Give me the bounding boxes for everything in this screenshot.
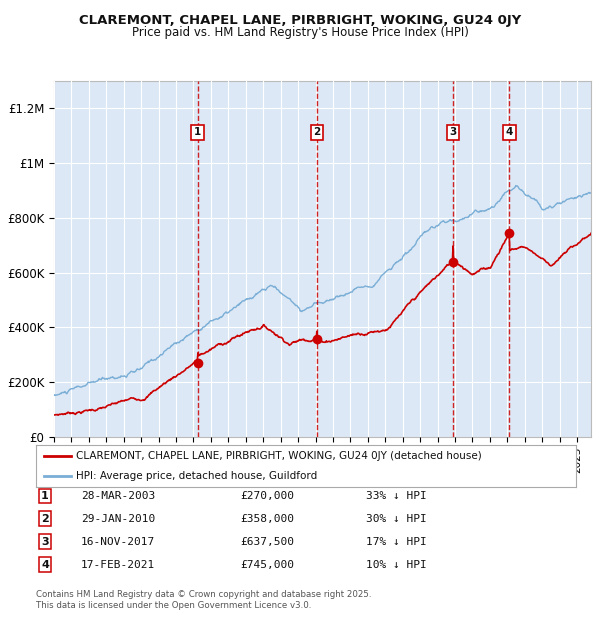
Text: Contains HM Land Registry data © Crown copyright and database right 2025.
This d: Contains HM Land Registry data © Crown c…	[36, 590, 371, 609]
Text: 2: 2	[41, 514, 49, 524]
Text: £637,500: £637,500	[240, 537, 294, 547]
Text: HPI: Average price, detached house, Guildford: HPI: Average price, detached house, Guil…	[77, 471, 318, 481]
Text: Price paid vs. HM Land Registry's House Price Index (HPI): Price paid vs. HM Land Registry's House …	[131, 26, 469, 39]
Text: £270,000: £270,000	[240, 491, 294, 501]
Text: CLAREMONT, CHAPEL LANE, PIRBRIGHT, WOKING, GU24 0JY: CLAREMONT, CHAPEL LANE, PIRBRIGHT, WOKIN…	[79, 14, 521, 27]
Text: 4: 4	[41, 560, 49, 570]
Text: 1: 1	[194, 127, 201, 137]
Text: 3: 3	[41, 537, 49, 547]
Text: CLAREMONT, CHAPEL LANE, PIRBRIGHT, WOKING, GU24 0JY (detached house): CLAREMONT, CHAPEL LANE, PIRBRIGHT, WOKIN…	[77, 451, 482, 461]
Text: 2: 2	[313, 127, 320, 137]
Text: 17-FEB-2021: 17-FEB-2021	[81, 560, 155, 570]
Text: 3: 3	[449, 127, 457, 137]
Text: 1: 1	[41, 491, 49, 501]
Text: 33% ↓ HPI: 33% ↓ HPI	[366, 491, 427, 501]
Text: £358,000: £358,000	[240, 514, 294, 524]
Text: £745,000: £745,000	[240, 560, 294, 570]
Text: 29-JAN-2010: 29-JAN-2010	[81, 514, 155, 524]
Text: 17% ↓ HPI: 17% ↓ HPI	[366, 537, 427, 547]
Text: 16-NOV-2017: 16-NOV-2017	[81, 537, 155, 547]
Text: 28-MAR-2003: 28-MAR-2003	[81, 491, 155, 501]
Text: 4: 4	[506, 127, 513, 137]
Text: 10% ↓ HPI: 10% ↓ HPI	[366, 560, 427, 570]
Text: 30% ↓ HPI: 30% ↓ HPI	[366, 514, 427, 524]
